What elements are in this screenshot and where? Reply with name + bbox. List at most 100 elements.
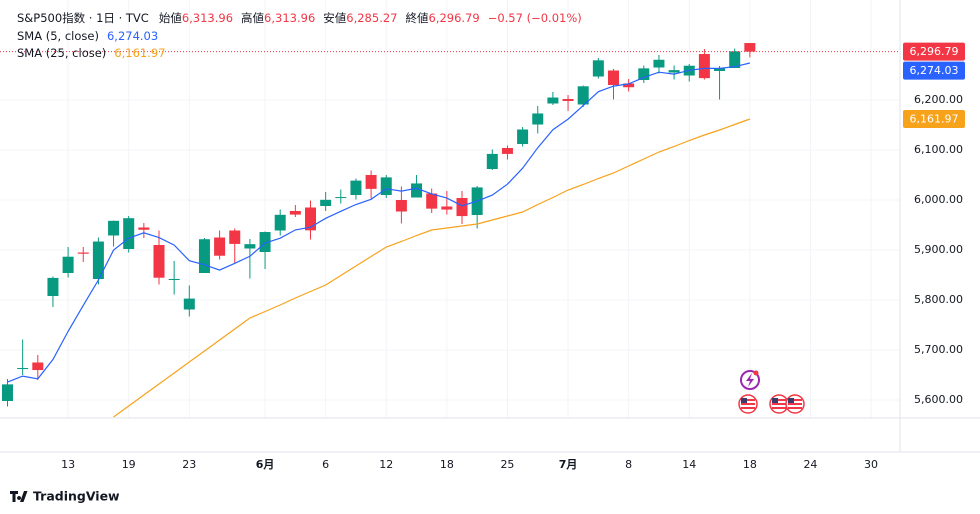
legend-row: SMA (25, close) 6,161.97 <box>17 46 166 60</box>
candle-body <box>350 180 362 195</box>
x-tick-label: 6 <box>322 458 329 471</box>
candle-body <box>592 60 604 77</box>
x-tick-label: 6月 <box>256 458 275 471</box>
candle-body <box>653 59 665 68</box>
candle-body <box>305 207 316 231</box>
candle-body <box>714 68 726 71</box>
y-tick-label: 6,100.00 <box>914 143 963 156</box>
legend-entry: SMA (5, close) <box>17 29 99 43</box>
axes: 5,600.00 5,700.00 5,800.00 5,900.00 6,000.00… <box>61 42 965 471</box>
x-tick-label: 23 <box>182 458 196 471</box>
event-icons <box>738 370 805 414</box>
legend: S&P500指数 · 1日 · TVC 始値6,313.96 高値6,313.96 安… <box>17 11 582 60</box>
candle-body <box>426 193 438 209</box>
candle-body <box>532 113 544 125</box>
x-tick-label: 18 <box>440 458 454 471</box>
legend-value: 6,274.03 <box>107 29 158 43</box>
candle-body <box>380 177 392 195</box>
price-badge-label: 6,274.03 <box>910 64 959 77</box>
candle-body <box>168 278 180 280</box>
y-tick-label: 5,800.00 <box>914 293 963 306</box>
x-tick-label: 19 <box>122 458 136 471</box>
brand-logo: TradingView <box>10 489 120 504</box>
price-badge <box>903 42 965 61</box>
sma-line <box>113 118 751 418</box>
x-tick-label: 18 <box>743 458 757 471</box>
y-tick-label: 5,900.00 <box>914 243 963 256</box>
brand-name: TradingView <box>33 489 120 504</box>
candle-body <box>320 199 332 206</box>
candle-body <box>623 83 635 88</box>
plot-area <box>0 43 900 418</box>
candle-body <box>668 70 680 73</box>
ohlc-label: 安値 <box>323 11 346 25</box>
legend-value: 6,161.97 <box>114 46 165 60</box>
x-tick-label: 14 <box>682 458 696 471</box>
candle-body <box>729 51 741 68</box>
candle-body <box>47 277 59 296</box>
candle-body <box>274 214 286 231</box>
candle-body <box>17 368 29 370</box>
candle-body <box>32 362 44 371</box>
candle-body <box>441 206 453 210</box>
x-tick-label: 30 <box>864 458 878 471</box>
candle-body <box>123 218 135 249</box>
candle-body <box>183 298 195 310</box>
candle-body <box>198 239 210 273</box>
price-badge <box>903 110 965 129</box>
x-tick-label: 8 <box>625 458 632 471</box>
candle-body <box>501 148 513 154</box>
ohlc-value: 6,296.79 <box>428 11 479 25</box>
candle-body <box>259 232 271 252</box>
candle-body <box>335 197 347 199</box>
candle-body <box>562 99 574 101</box>
legend-entry: SMA (25, close) <box>17 46 106 60</box>
price-badge <box>903 61 965 80</box>
flag-icon[interactable] <box>769 394 789 414</box>
candle-body <box>486 153 498 169</box>
price-badge-label: 6,296.79 <box>910 45 959 58</box>
flag-icon[interactable] <box>785 394 805 414</box>
logo-glyph <box>10 491 28 502</box>
candle-body <box>698 54 710 79</box>
candle-body <box>289 211 301 215</box>
y-tick-label: 6,000.00 <box>914 193 963 206</box>
candle-body <box>138 227 150 230</box>
candle-body <box>153 245 165 278</box>
y-tick-label: 5,700.00 <box>914 343 963 356</box>
x-tick-label: 7月 <box>559 458 578 471</box>
candle-body <box>214 237 226 256</box>
y-tick-label: 5,600.00 <box>914 393 963 406</box>
legend-row: SMA (5, close) 6,274.03 <box>17 29 158 43</box>
candle-body <box>395 200 407 212</box>
ohlc-label: 高値 <box>241 11 264 25</box>
candle-body <box>62 256 74 273</box>
ohlc-value: 6,313.96 <box>264 11 315 25</box>
candle-body <box>229 230 241 244</box>
candle-body <box>77 252 89 254</box>
ohlc-value: 6,313.96 <box>182 11 233 25</box>
x-tick-label: 13 <box>61 458 75 471</box>
candle-body <box>2 384 13 401</box>
ohlc-label: 始値 <box>159 11 182 25</box>
x-tick-label: 12 <box>379 458 393 471</box>
candle-body <box>577 86 589 105</box>
legend-row: S&P500指数 · 1日 · TVC 始値6,313.96 高値6,313.96 安… <box>17 11 582 25</box>
x-tick-label: 25 <box>500 458 514 471</box>
ohlc-label: 終値 <box>405 11 428 25</box>
event-icon-glyph <box>746 373 754 387</box>
candle-body <box>411 183 423 198</box>
sma-line <box>7 62 751 383</box>
candle-body <box>456 198 468 217</box>
change-value: −0.57 (−0.01%) <box>488 11 582 25</box>
event-dot <box>753 370 759 376</box>
price-badge-label: 6,161.97 <box>910 113 959 126</box>
candle-body <box>244 244 256 249</box>
candle-body <box>92 241 104 279</box>
flag-icon[interactable] <box>738 394 758 414</box>
candle-body <box>608 70 619 86</box>
candle-body <box>547 97 559 104</box>
ohlc-value: 6,285.27 <box>346 11 397 25</box>
